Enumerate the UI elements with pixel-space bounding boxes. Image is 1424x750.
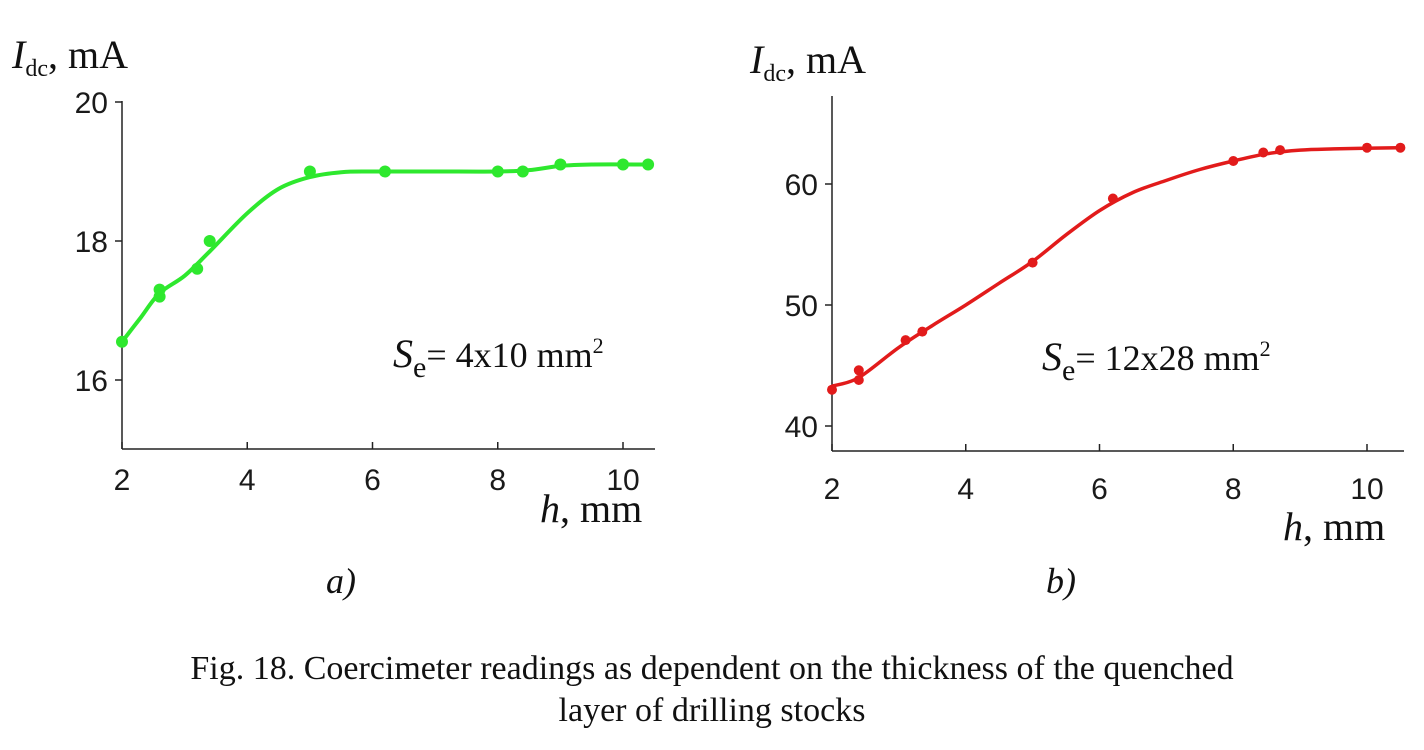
x-axis-label: h, mm xyxy=(1283,504,1385,549)
x-tick-label: 8 xyxy=(489,464,506,497)
data-point xyxy=(1027,257,1038,268)
x-tick-label: 6 xyxy=(364,464,381,497)
data-point xyxy=(153,283,166,296)
tick-marks xyxy=(825,183,1368,451)
data-point xyxy=(1362,142,1372,153)
data-point xyxy=(1275,145,1286,156)
data-point xyxy=(642,158,655,171)
caption-line-2: layer of drilling stocks xyxy=(558,692,866,729)
tick-labels: 16 18 20 2 4 6 8 10 xyxy=(75,87,640,497)
y-tick-label: 18 xyxy=(75,226,108,259)
data-points xyxy=(827,142,1406,395)
tick-marks xyxy=(115,101,624,449)
panel-label: a) xyxy=(326,561,356,601)
y-tick-label: 50 xyxy=(785,290,818,323)
caption-line-1: Fig. 18. Coercimeter readings as depende… xyxy=(190,650,1234,687)
data-point xyxy=(491,165,504,178)
data-point xyxy=(1228,156,1239,166)
data-point xyxy=(917,326,928,337)
y-tick-label: 16 xyxy=(75,365,108,398)
annotation: Se= 4x10 mm2 xyxy=(393,331,604,384)
data-point xyxy=(827,384,837,395)
annotation: Se= 12x28 mm2 xyxy=(1042,334,1271,387)
x-axis-label: h, mm xyxy=(540,486,642,531)
x-tick-label: 10 xyxy=(606,464,639,497)
chart-panel-b: 40 50 60 2 4 6 8 10 Idc, mA h, mm Se= 12x28 mm2… xyxy=(749,37,1406,601)
data-point xyxy=(379,165,391,178)
x-tick-label: 4 xyxy=(957,473,974,506)
y-tick-label: 60 xyxy=(785,169,818,202)
x-tick-label: 2 xyxy=(824,473,841,506)
panel-label: b) xyxy=(1046,561,1076,601)
y-tick-label: 20 xyxy=(75,87,108,120)
data-point xyxy=(1107,193,1118,204)
y-axis-label: Idc, mA xyxy=(11,32,128,82)
x-tick-label: 4 xyxy=(239,464,256,497)
data-point xyxy=(617,158,629,171)
x-tick-label: 10 xyxy=(1350,473,1383,506)
figure-caption: Fig. 18. Coercimeter readings as depende… xyxy=(0,648,1424,732)
data-point xyxy=(203,235,216,247)
data-point xyxy=(191,262,204,275)
data-point xyxy=(1258,147,1269,158)
x-tick-label: 2 xyxy=(114,464,131,497)
x-tick-label: 8 xyxy=(1225,473,1242,506)
y-tick-label: 40 xyxy=(785,411,818,444)
data-point xyxy=(900,335,911,346)
data-point xyxy=(1395,142,1406,153)
data-point xyxy=(853,365,864,376)
data-point xyxy=(303,165,316,178)
fit-curve xyxy=(120,162,649,344)
data-point xyxy=(554,158,567,171)
data-point xyxy=(853,375,864,385)
y-axis-label: Idc, mA xyxy=(749,37,866,87)
data-point xyxy=(516,165,529,178)
data-point xyxy=(116,335,128,348)
x-tick-label: 6 xyxy=(1091,473,1108,506)
tick-labels: 40 50 60 2 4 6 8 10 xyxy=(785,169,1384,506)
data-points xyxy=(116,158,655,348)
